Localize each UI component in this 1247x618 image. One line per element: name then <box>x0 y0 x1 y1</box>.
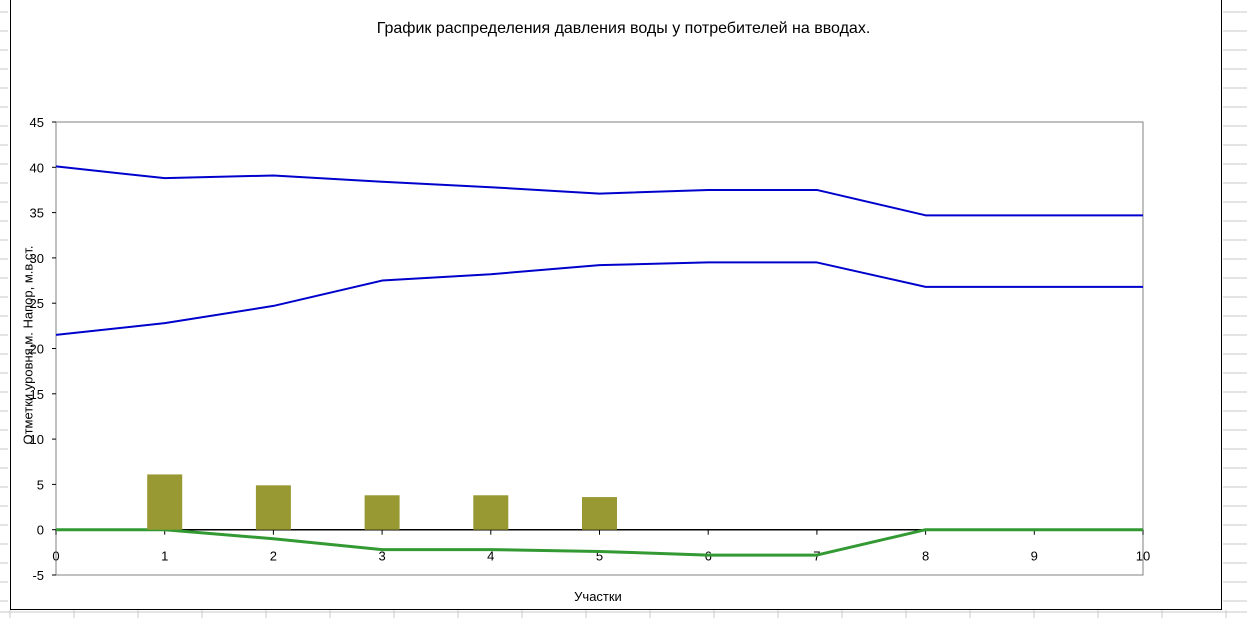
y-tick-label: -5 <box>32 568 44 583</box>
x-tick-label: 9 <box>1031 549 1038 564</box>
bar <box>473 495 509 530</box>
bar <box>255 485 291 530</box>
series-line-1 <box>55 165 1143 217</box>
y-axis-title: Отметки уровня,м. Напор, м.в.ст. <box>20 245 36 445</box>
series-line-2 <box>55 261 1143 336</box>
x-tick-label: 0 <box>52 549 59 564</box>
y-tick-label: 40 <box>30 160 44 175</box>
x-axis-title: Участки <box>574 589 622 604</box>
y-tick-label: 30 <box>30 251 44 266</box>
x-tick-label: 8 <box>922 549 929 564</box>
x-tick-label: 3 <box>378 549 385 564</box>
y-tick-label: 15 <box>30 387 44 402</box>
chart-title: График распределения давления воды у пот… <box>376 20 871 37</box>
bar <box>364 495 400 530</box>
x-tick-label: 10 <box>1136 549 1150 564</box>
x-tick-label: 5 <box>596 549 603 564</box>
y-tick-label: 0 <box>37 523 44 538</box>
series-line-3 <box>56 528 1143 557</box>
y-tick-label: 20 <box>30 342 44 357</box>
x-tick-label: 1 <box>161 549 168 564</box>
bar <box>582 497 617 530</box>
x-tick-label: 2 <box>270 549 277 564</box>
y-tick-label: 25 <box>30 296 44 311</box>
bar <box>147 474 183 530</box>
y-tick-label: 5 <box>37 477 44 492</box>
x-tick-label: 4 <box>487 549 494 564</box>
y-tick-label: 10 <box>30 432 44 447</box>
y-tick-label: 45 <box>30 115 44 130</box>
y-tick-label: 35 <box>30 206 44 221</box>
